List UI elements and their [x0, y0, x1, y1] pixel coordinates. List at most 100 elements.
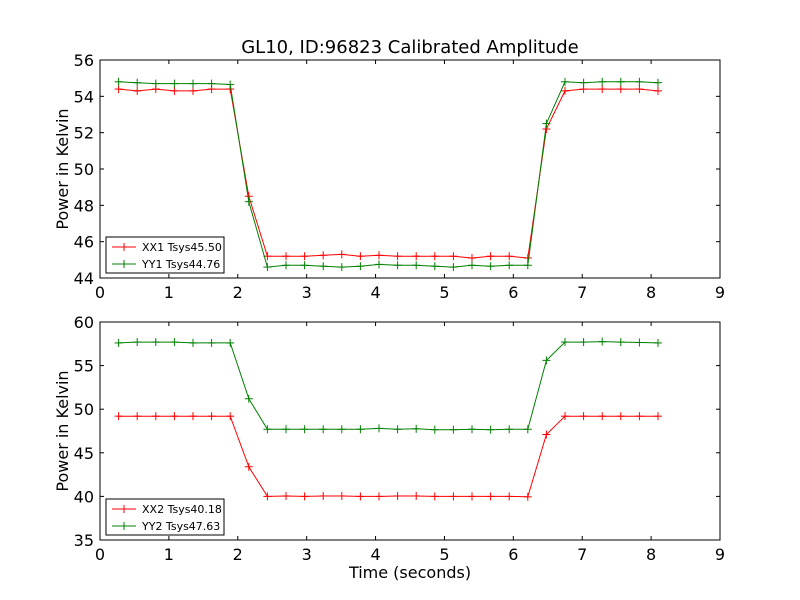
data-point: [244, 462, 253, 471]
y-tick-label: 50: [74, 160, 94, 179]
data-point: [375, 492, 383, 501]
data-point: [468, 254, 476, 263]
data-point: [282, 252, 290, 261]
data-point: [505, 252, 514, 261]
data-point: [430, 425, 439, 434]
data-point: [170, 86, 179, 95]
data-point: [114, 85, 123, 94]
legend-item: YY2 Tsys47.63: [112, 520, 220, 533]
data-point: [654, 338, 662, 347]
data-point: [393, 491, 402, 500]
data-point: [616, 338, 625, 347]
legend: XX1 Tsys45.50 YY1 Tsys44.76: [105, 236, 225, 274]
data-point: [505, 261, 514, 270]
data-point: [282, 491, 290, 500]
y-tick-label: 56: [74, 51, 94, 70]
series-2: [114, 337, 662, 434]
legend-item: XX2 Tsys40.18: [112, 503, 222, 516]
data-point: [244, 197, 253, 206]
legend-box: [105, 498, 225, 536]
data-point: [412, 424, 421, 433]
data-point: [635, 412, 644, 421]
data-point: [654, 412, 662, 421]
y-tick-label: 60: [74, 313, 94, 332]
data-point: [430, 492, 439, 501]
x-tick-label: 4: [370, 545, 380, 564]
data-point: [263, 492, 272, 501]
data-point: [635, 77, 644, 86]
data-point: [579, 338, 588, 347]
data-point: [468, 492, 476, 501]
data-point: [319, 491, 328, 500]
data-point: [393, 261, 402, 270]
x-tick-label: 0: [95, 545, 105, 564]
data-point: [505, 425, 514, 434]
data-point: [319, 251, 328, 260]
data-point: [375, 251, 383, 260]
x-tick-label: 2: [233, 545, 243, 564]
y-tick-label: 48: [74, 196, 94, 215]
x-tick-label: 9: [715, 545, 725, 564]
data-point: [561, 77, 569, 86]
data-point: [412, 252, 421, 261]
x-tick-label: 5: [439, 545, 449, 564]
data-point: [542, 430, 551, 439]
data-point: [189, 86, 197, 95]
data-point: [133, 338, 142, 347]
data-point: [598, 412, 607, 421]
data-point: [263, 263, 272, 272]
data-point: [486, 492, 495, 501]
data-point: [523, 425, 532, 434]
data-point: [282, 261, 290, 270]
data-point: [449, 263, 458, 272]
data-point: [189, 338, 197, 347]
data-point: [635, 338, 644, 347]
x-tick-label: 3: [302, 283, 312, 302]
data-point: [505, 492, 514, 501]
data-point: [430, 262, 439, 271]
data-point: [486, 425, 495, 434]
data-point: [151, 79, 160, 88]
data-point: [170, 338, 179, 347]
x-tick-label: 1: [164, 545, 174, 564]
data-point: [616, 412, 625, 421]
data-point: [189, 412, 197, 421]
data-point: [449, 425, 458, 434]
data-point: [133, 86, 142, 95]
data-point: [449, 252, 458, 261]
y-tick-label: 40: [74, 487, 94, 506]
data-point: [654, 78, 662, 87]
data-point: [282, 425, 290, 434]
data-point: [170, 79, 179, 88]
data-point: [319, 425, 328, 434]
data-point: [114, 412, 123, 421]
data-point: [523, 492, 532, 501]
data-point: [356, 492, 365, 501]
data-point: [561, 338, 569, 347]
data-point: [356, 252, 365, 261]
legend: XX2 Tsys40.18 YY2 Tsys47.63: [105, 498, 225, 536]
legend-label: YY1 Tsys44.76: [141, 258, 220, 271]
data-point: [598, 85, 607, 94]
data-point: [375, 260, 383, 269]
data-point: [393, 425, 402, 434]
data-point: [523, 254, 532, 263]
data-point: [244, 394, 253, 403]
data-point: [337, 263, 346, 272]
data-point: [561, 412, 569, 421]
x-tick-label: 9: [715, 283, 725, 302]
data-point: [468, 261, 476, 270]
legend-label: XX1 Tsys45.50: [142, 241, 222, 254]
data-point: [375, 424, 383, 433]
data-point: [300, 492, 309, 501]
data-point: [542, 356, 551, 365]
y-tick-label: 44: [74, 269, 94, 288]
data-point: [523, 261, 532, 270]
data-point: [300, 261, 309, 270]
data-point: [598, 337, 607, 346]
x-tick-label: 6: [508, 283, 518, 302]
x-tick-label: 4: [370, 283, 380, 302]
